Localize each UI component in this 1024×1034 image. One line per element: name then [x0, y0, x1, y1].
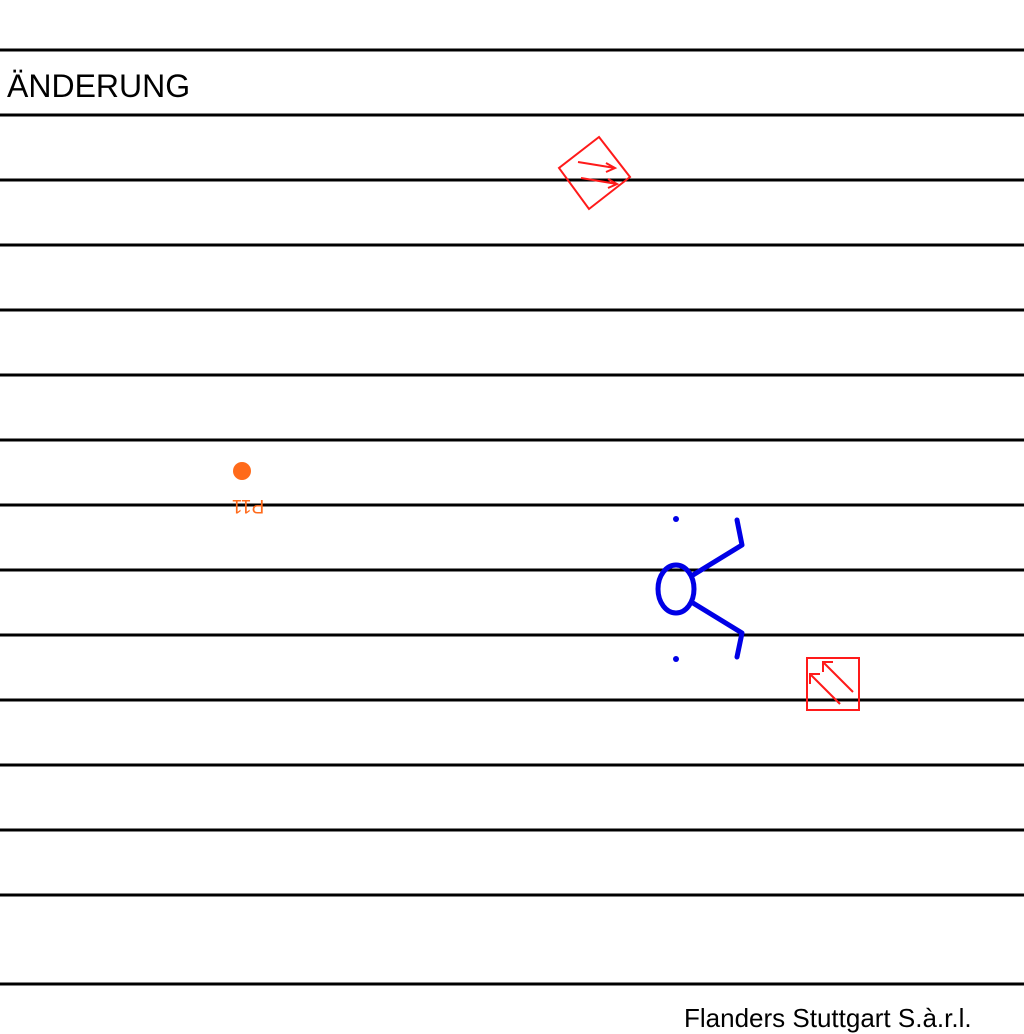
diamond-arrow-sign-icon — [557, 135, 632, 211]
blue-dot — [673, 656, 679, 662]
company-footer: Flanders Stuttgart S.à.r.l. — [684, 1003, 972, 1033]
blue-dot — [673, 516, 679, 522]
orange-point-marker-icon — [233, 462, 251, 480]
blue-circle-symbol-icon — [655, 517, 745, 660]
point-label: P11 — [232, 495, 264, 516]
square-arrow-sign-icon — [806, 657, 860, 711]
page-heading: ÄNDERUNG — [7, 68, 191, 104]
ruled-lines — [0, 48, 1024, 986]
